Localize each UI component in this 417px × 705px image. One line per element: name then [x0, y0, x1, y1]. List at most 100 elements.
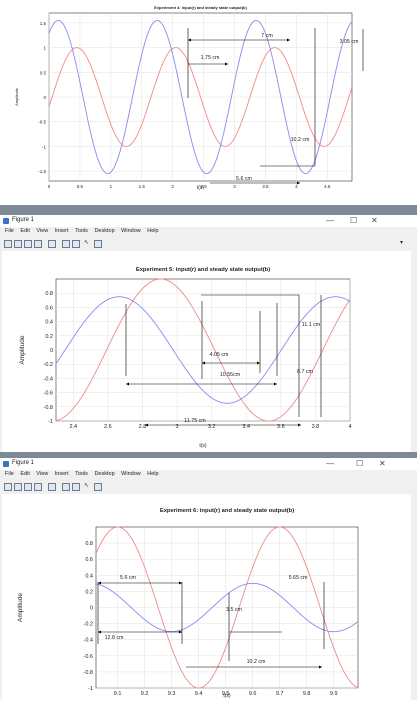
y-tick-label: 0.5 [40, 70, 47, 75]
minimize-icon[interactable]: — [326, 459, 334, 468]
insert-legend-icon[interactable] [72, 240, 80, 248]
series-line-output [55, 296, 351, 404]
measurement-label: 5.6 cm [236, 176, 252, 182]
new-figure-icon[interactable] [4, 483, 12, 491]
close-icon[interactable]: ✕ [379, 459, 386, 468]
close-icon[interactable]: ✕ [371, 216, 378, 225]
x-tick-label: 2.4 [69, 424, 77, 430]
save-icon[interactable] [24, 483, 32, 491]
x-tick-label: 2.5 [200, 184, 207, 189]
open-icon[interactable] [14, 483, 22, 491]
series-line-input [95, 526, 359, 689]
y-tick-label: 0.2 [85, 589, 93, 595]
figure-panel-1: 0 0.5 1 1.5 2 2.5 3 3.5 4 4.5 1.5 1 0.5 0 -0.5 -1 -1.5 Ex… [0, 0, 417, 200]
menu-desktop[interactable]: Desktop [94, 228, 115, 234]
y-tick-label: 0.4 [45, 320, 53, 326]
print-icon[interactable] [34, 483, 42, 491]
arrow-head [179, 581, 182, 585]
minimize-icon[interactable]: — [326, 216, 334, 225]
menu-edit[interactable]: Edit [20, 228, 30, 234]
arrow-head [274, 382, 277, 386]
measurement-label: 8.7 cm [297, 369, 313, 375]
x-tick-label: 2.8 [139, 424, 147, 430]
x-tick-label: 9.3 [168, 691, 176, 697]
pointer-icon[interactable]: ↖ [84, 483, 90, 489]
x-tick-label: 4.5 [324, 184, 331, 189]
x-tick-label: 3.8 [312, 424, 320, 430]
measurement-label: 7 cm [261, 33, 273, 39]
pointer-icon[interactable]: ↖ [84, 240, 90, 246]
x-tick-label: 3.5 [262, 184, 269, 189]
y-tick-label: 0.8 [85, 541, 93, 547]
menu-window[interactable]: Window [121, 471, 141, 477]
arrow-head [179, 630, 182, 634]
arrow-head [188, 38, 191, 42]
y-tick-label: -0.2 [84, 622, 93, 628]
menu-insert[interactable]: Insert [54, 471, 69, 477]
x-tick-label: 1 [110, 184, 113, 189]
menu-tools[interactable]: Tools [75, 471, 88, 477]
window-separator [0, 452, 417, 458]
collapse-icon[interactable]: ▾ [400, 240, 404, 246]
y-tick-label: 0.4 [85, 573, 93, 579]
insert-colorbar-icon[interactable] [62, 483, 70, 491]
x-tick-label: 0.5 [77, 184, 84, 189]
arrow-head [257, 361, 260, 365]
y-tick-label: -1 [48, 419, 53, 425]
insert-colorbar-icon[interactable] [62, 240, 70, 248]
y-tick-label: 0.2 [45, 334, 53, 340]
menu-file[interactable]: File [5, 228, 14, 234]
x-tick-label: 3.4 [242, 424, 250, 430]
y-tick-label: 1 [43, 46, 46, 51]
x-tick-label: 1.5 [139, 184, 146, 189]
measurement-label: 3.5 cm [226, 607, 242, 613]
dock-icon[interactable] [94, 483, 102, 491]
toolbar: ↖ ▾ [0, 239, 417, 249]
menu-desktop[interactable]: Desktop [94, 471, 115, 477]
x-tick-label: 9.7 [276, 691, 284, 697]
menu-insert[interactable]: Insert [54, 228, 69, 234]
window-titlebar: Figure 1 — ☐ ✕ [0, 458, 417, 470]
window-separator [0, 205, 417, 215]
maximize-icon[interactable]: ☐ [356, 459, 364, 468]
measurement-label: 5.65 cm [289, 575, 308, 581]
menu-help[interactable]: Help [147, 471, 159, 477]
new-figure-icon[interactable] [4, 240, 12, 248]
menu-view[interactable]: View [36, 471, 49, 477]
maximize-icon[interactable]: ☐ [350, 216, 358, 225]
measurement-label: 12.8 cm [105, 635, 124, 641]
y-tick-label: -0.8 [84, 670, 93, 676]
measurement-label: 11.1 cm [302, 322, 321, 328]
measurement-label: 10.2 cm [291, 137, 310, 143]
x-axis-label: t(s) [223, 693, 231, 699]
menu-view[interactable]: View [36, 228, 49, 234]
chart-title: Experiment 5: input(r) and steady state … [136, 267, 270, 273]
measurement-label: 10.2 cm [247, 659, 266, 665]
menu-file[interactable]: File [5, 471, 14, 477]
insert-legend-icon[interactable] [72, 483, 80, 491]
measurement-label: 1.75 cm [201, 55, 220, 61]
figure-canvas: 9.1 9.2 9.3 9.4 9.5 9.6 9.7 9.8 9.9 0.8 0.6 0.4 0.2 0… [2, 494, 411, 700]
chart-title: Experiment 4: input(r) and steady state … [154, 5, 247, 10]
x-tick-label: 4 [348, 424, 351, 430]
menu-help[interactable]: Help [147, 228, 159, 234]
save-icon[interactable] [24, 240, 32, 248]
x-tick-label: 9.9 [330, 691, 338, 697]
y-tick-label: 0 [50, 348, 53, 354]
menu-bar: File Edit View Insert Tools Desktop Wind… [0, 471, 417, 481]
y-tick-label: 0.6 [45, 305, 53, 311]
menu-edit[interactable]: Edit [20, 471, 30, 477]
open-icon[interactable] [14, 240, 22, 248]
arrow-head [98, 630, 101, 634]
link-plot-icon[interactable] [48, 483, 56, 491]
matlab-icon [3, 461, 9, 467]
link-plot-icon[interactable] [48, 240, 56, 248]
menu-tools[interactable]: Tools [75, 228, 88, 234]
arrow-head [287, 38, 290, 42]
menu-window[interactable]: Window [121, 228, 141, 234]
print-icon[interactable] [34, 240, 42, 248]
window-titlebar: Figure 1 — ☐ ✕ [0, 215, 417, 227]
arrow-head [297, 181, 300, 185]
y-tick-label: 1.5 [40, 21, 47, 26]
dock-icon[interactable] [94, 240, 102, 248]
